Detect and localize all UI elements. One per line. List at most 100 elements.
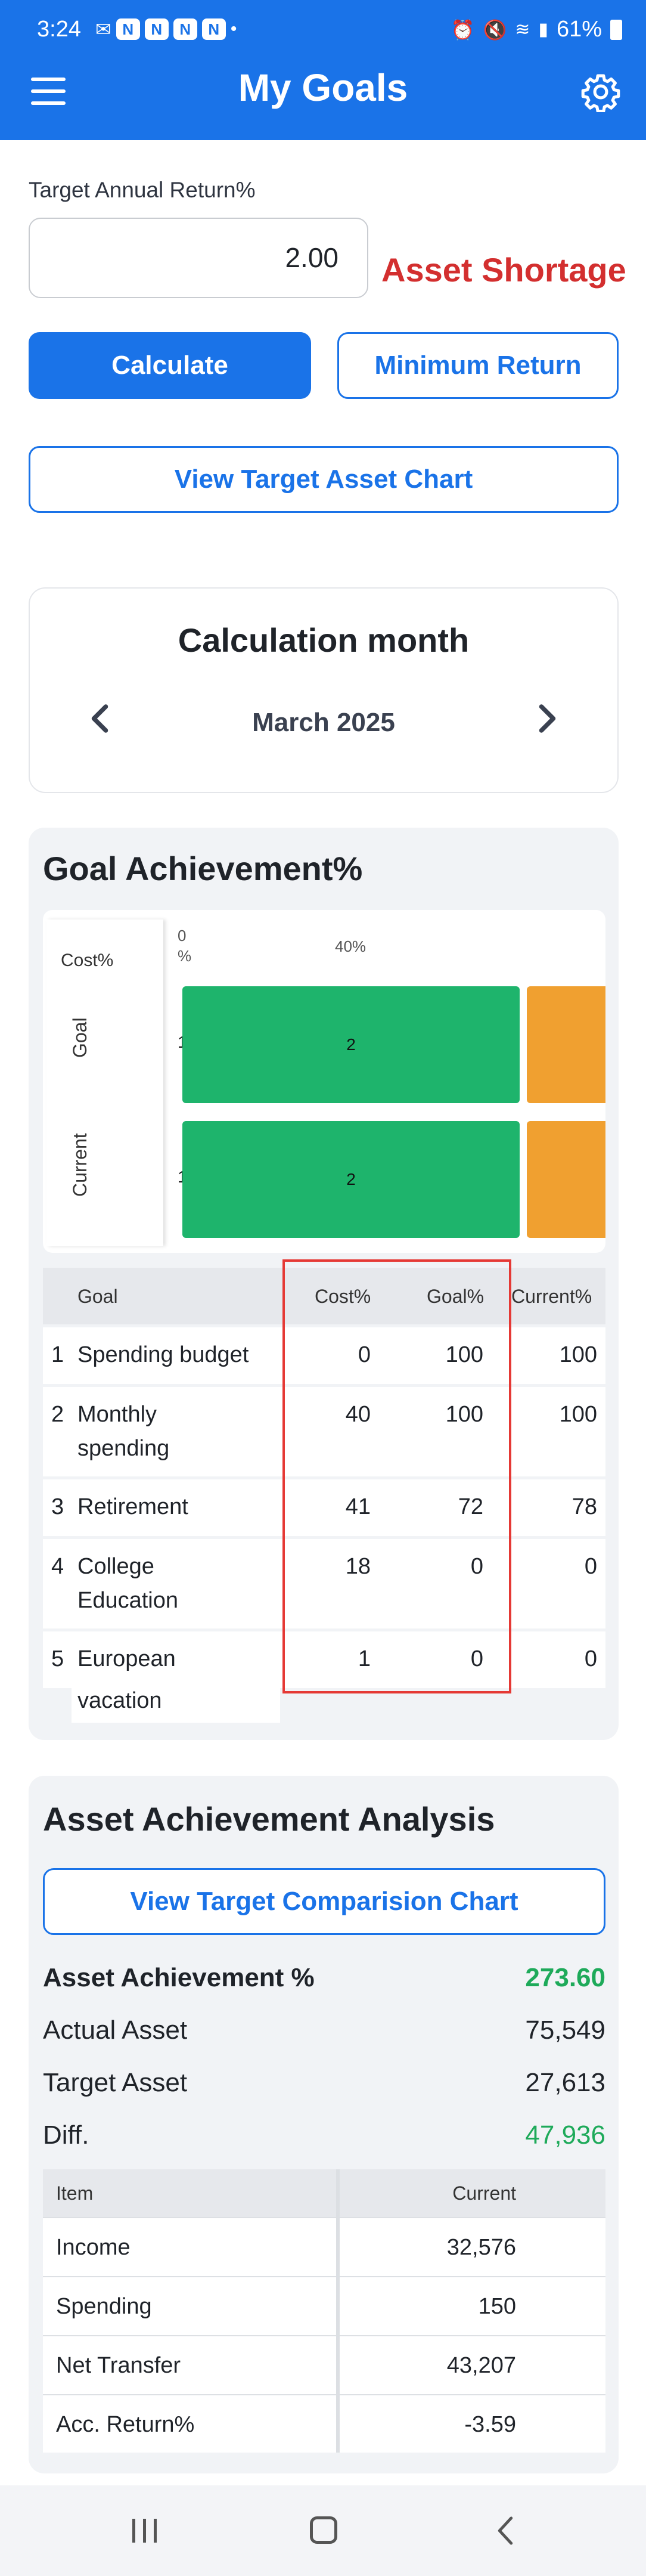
table-row[interactable]: Net Transfer 43,207 — [43, 2335, 605, 2394]
current-pct: 78 — [572, 1494, 597, 1519]
wifi-icon: ≋ — [515, 20, 530, 39]
goal-name: College — [77, 1554, 154, 1579]
goal-name: Retirement — [77, 1494, 188, 1519]
notification-icons: ✉ N N N N • — [95, 18, 237, 41]
system-icons: ⏰ 🔇 ≋ ▮ 61% — [451, 17, 622, 42]
target-asset-row: Target Asset 27,613 — [43, 2068, 605, 2104]
asset-analysis-title: Asset Achievement Analysis — [43, 1800, 495, 1838]
chart-category-current: Current — [69, 1133, 91, 1197]
item-label: Spending — [56, 2294, 152, 2319]
column-divider — [336, 2169, 340, 2453]
item-value: -3.59 — [464, 2412, 516, 2437]
chart-y-label: Cost% — [61, 950, 114, 970]
current-pct: 100 — [559, 1342, 597, 1367]
view-target-comparison-chart-button[interactable]: View Target Comparision Chart — [43, 1868, 605, 1935]
target-return-input[interactable]: 2.00 — [29, 218, 368, 298]
goal-table-header: Goal Cost% Goal% Current% — [43, 1268, 605, 1324]
actual-asset-row: Actual Asset 75,549 — [43, 2015, 605, 2051]
calculation-month-card: Calculation month March 2025 — [29, 587, 619, 793]
asset-analysis-panel: Asset Achievement Analysis View Target C… — [29, 1776, 619, 2473]
chart-bar-goal-segment-2: 2 — [182, 986, 520, 1103]
chart-bar-goal-segment-3 — [527, 986, 605, 1103]
table-row[interactable]: 1 Spending budget 0 100 100 — [43, 1327, 605, 1384]
cost-pct: 0 — [358, 1342, 371, 1367]
cost-pct: 41 — [345, 1494, 371, 1519]
goal-achievement-title: Goal Achievement% — [43, 850, 363, 887]
target-asset-value: 27,613 — [525, 2068, 605, 2097]
table-row[interactable]: Income 32,576 — [43, 2217, 605, 2276]
asset-table: Item Current Income 32,576 Spending 150 … — [43, 2169, 605, 2453]
view-target-asset-chart-button[interactable]: View Target Asset Chart — [29, 446, 619, 513]
back-icon[interactable] — [493, 2515, 517, 2546]
status-bar: 3:24 ✉ N N N N • ⏰ 🔇 ≋ ▮ 61% — [0, 0, 646, 60]
goal-name: Spending budget — [77, 1342, 249, 1367]
target-return-label: Target Annual Return% — [29, 178, 256, 202]
chart-category-goal: Goal — [69, 1017, 91, 1058]
table-row[interactable]: Spending 150 — [43, 2276, 605, 2335]
gear-icon[interactable] — [580, 72, 621, 112]
mute-icon: 🔇 — [483, 18, 507, 41]
cost-pct: 18 — [345, 1554, 371, 1579]
goal-name-line2: Education — [77, 1588, 179, 1613]
signal-icon: ▮ — [538, 20, 548, 39]
minimum-return-button[interactable]: Minimum Return — [337, 332, 619, 399]
asset-shortage-warning: Asset Shortage — [381, 251, 626, 289]
calculation-month-title: Calculation month — [178, 621, 470, 659]
table-row[interactable]: 4 College Education 18 0 0 — [43, 1539, 605, 1628]
cost-pct: 40 — [345, 1402, 371, 1427]
table-row[interactable]: 3 Retirement 41 72 78 — [43, 1479, 605, 1536]
current-pct: 0 — [584, 1554, 597, 1579]
table-row[interactable]: 5 European 1 0 0 — [43, 1631, 605, 1688]
header-current: Current — [452, 2182, 516, 2204]
header-cost-pct: Cost% — [315, 1286, 371, 1307]
goal-pct: 0 — [470, 1646, 483, 1671]
goal-name: European — [77, 1646, 176, 1671]
target-asset-label: Target Asset — [43, 2068, 188, 2097]
current-pct: 100 — [559, 1402, 597, 1427]
page-title: My Goals — [238, 66, 408, 109]
item-value: 32,576 — [446, 2235, 516, 2260]
app-notification-icon: N — [144, 18, 169, 40]
app-notification-icon: N — [116, 18, 140, 40]
asset-achievement-row: Asset Achievement % 273.60 — [43, 1963, 605, 1999]
item-label: Income — [56, 2235, 131, 2260]
diff-label: Diff. — [43, 2120, 89, 2150]
dot-icon: • — [230, 19, 237, 39]
menu-icon[interactable] — [31, 78, 66, 105]
calculate-button[interactable]: Calculate — [29, 332, 311, 399]
goal-name-line2: vacation — [77, 1688, 162, 1713]
home-icon[interactable] — [310, 2516, 337, 2544]
table-row[interactable]: Acc. Return% -3.59 — [43, 2394, 605, 2453]
chart-bar-current-segment-2: 2 — [182, 1121, 520, 1238]
app-notification-icon: N — [173, 18, 197, 40]
chevron-right-icon[interactable] — [528, 701, 564, 736]
row-number: 1 — [51, 1342, 64, 1367]
goal-pct: 100 — [445, 1402, 483, 1427]
app-header: 3:24 ✉ N N N N • ⏰ 🔇 ≋ ▮ 61% My Goals — [0, 0, 646, 140]
diff-row: Diff. 47,936 — [43, 2120, 605, 2156]
goal-name: Monthly — [77, 1402, 157, 1427]
table-row[interactable]: 2 Monthly spending 40 100 100 — [43, 1387, 605, 1476]
item-label: Acc. Return% — [56, 2412, 195, 2437]
asset-achievement-label: Asset Achievement % — [43, 1963, 315, 1992]
system-navigation-bar — [0, 2485, 646, 2576]
goal-pct: 100 — [445, 1342, 483, 1367]
header-goal: Goal — [77, 1286, 118, 1307]
row-number: 2 — [51, 1402, 64, 1427]
cost-pct: 1 — [358, 1646, 371, 1671]
actual-asset-label: Actual Asset — [43, 2015, 188, 2045]
goal-name-line2: spending — [77, 1436, 170, 1461]
asset-table-header: Item Current — [43, 2169, 605, 2217]
chart-tick-label: 40% — [335, 937, 367, 955]
row-number: 3 — [51, 1494, 64, 1519]
battery-percent: 61% — [556, 17, 602, 42]
recents-icon[interactable] — [132, 2519, 159, 2543]
chevron-left-icon[interactable] — [83, 701, 119, 736]
item-label: Net Transfer — [56, 2353, 181, 2378]
actual-asset-value: 75,549 — [525, 2015, 605, 2045]
row-number: 4 — [51, 1554, 64, 1579]
app-notification-icon: N — [201, 18, 226, 40]
goal-achievement-chart: Cost% Goal Current 0 % 40% 1 2 1 2 — [43, 910, 605, 1253]
current-pct: 0 — [584, 1646, 597, 1671]
alarm-icon: ⏰ — [451, 18, 475, 41]
